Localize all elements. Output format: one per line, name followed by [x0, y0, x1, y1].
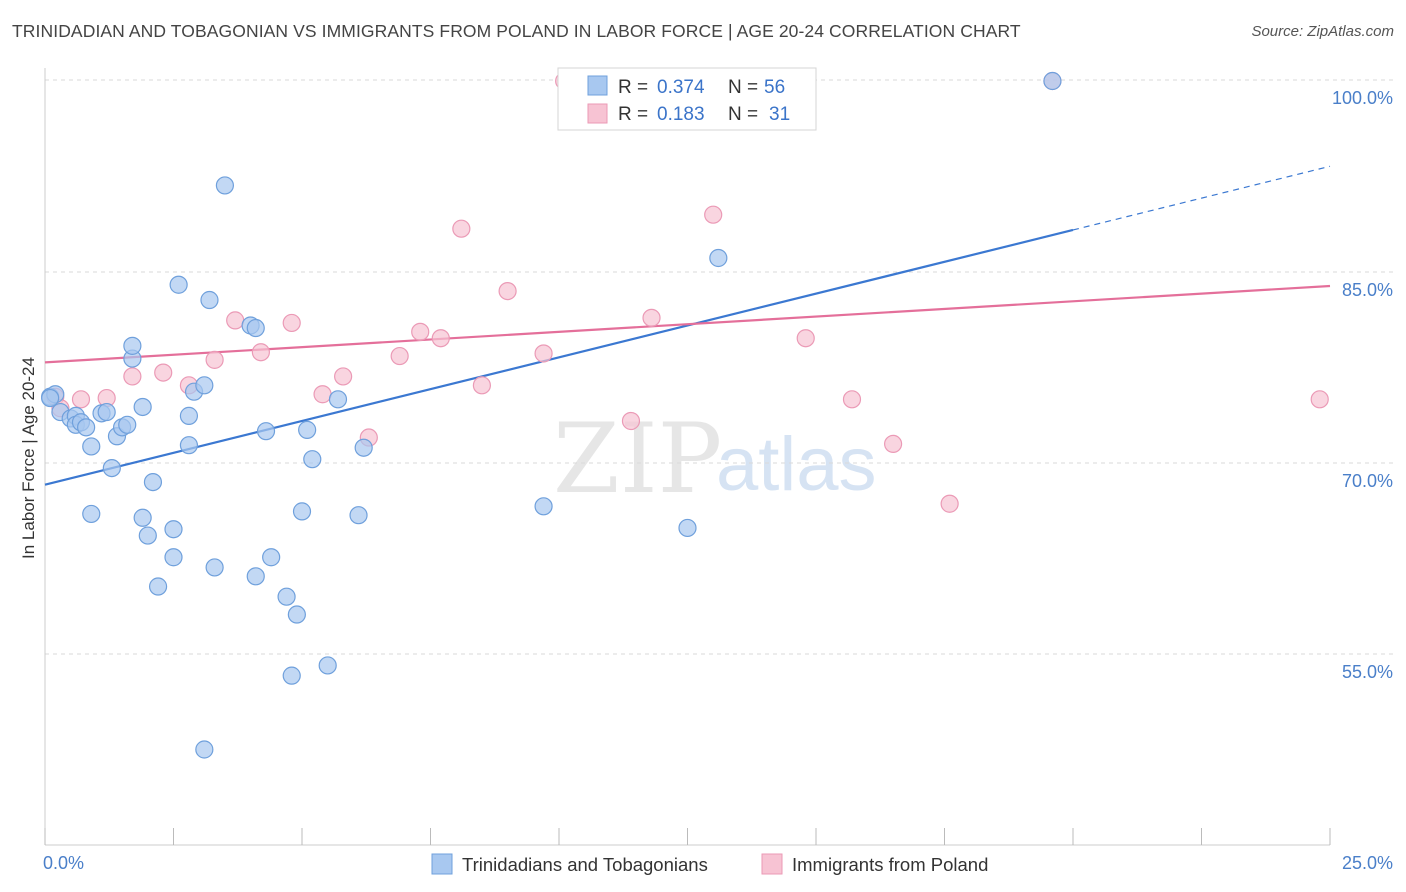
chart-title: TRINIDADIAN AND TOBAGONIAN VS IMMIGRANTS… — [12, 21, 1021, 41]
point-trinidadian — [318, 656, 337, 675]
point-poland — [472, 376, 491, 395]
point-trinidadian — [118, 415, 137, 434]
point-trinidadian — [82, 504, 101, 524]
data-points — [41, 71, 1329, 759]
point-trinidadian — [354, 438, 373, 457]
point-poland — [842, 390, 862, 409]
point-trinidadian — [282, 666, 301, 685]
point-poland — [205, 350, 224, 369]
legend-r-value-2: 0.183 — [657, 104, 705, 125]
y-tick-label: 55.0% — [1342, 662, 1393, 682]
point-poland — [940, 494, 959, 513]
point-poland — [452, 219, 471, 238]
point-poland — [883, 434, 903, 453]
point-trinidadian — [138, 526, 157, 545]
point-trinidadian — [205, 558, 224, 577]
point-trinidadian — [169, 275, 188, 294]
point-poland — [226, 311, 245, 330]
point-trinidadian — [195, 376, 214, 395]
point-trinidadian — [200, 290, 219, 310]
watermark-atlas: atlas — [716, 422, 877, 507]
point-poland — [123, 367, 142, 386]
gridlines — [45, 79, 1395, 655]
legend-n-value-2: 31 — [769, 104, 790, 125]
point-trinidadian — [246, 567, 265, 586]
source-label: Source: ZipAtlas.com — [1251, 23, 1394, 40]
point-poland — [704, 205, 723, 224]
legend-r-value-1: 0.374 — [657, 77, 705, 98]
point-trinidadian — [123, 336, 142, 355]
point-trinidadian — [349, 506, 368, 525]
point-poland — [154, 363, 173, 382]
point-trinidadian — [97, 402, 116, 422]
point-poland — [251, 343, 270, 362]
y-tick-labels: 55.0% 70.0% 85.0% 100.0% — [1332, 88, 1393, 682]
bottom-legend: Trinidadians and Tobagonians Immigrants … — [431, 853, 988, 875]
point-trinidadian — [298, 420, 317, 439]
point-trinidadian — [133, 397, 152, 417]
point-trinidadian — [287, 605, 306, 624]
point-trinidadian — [678, 518, 697, 538]
point-trinidadian — [143, 473, 163, 492]
point-trinidadian — [277, 587, 296, 606]
legend-swatch-blue — [587, 75, 608, 96]
point-trinidadian — [246, 318, 265, 338]
point-trinidadian — [534, 497, 553, 516]
point-trinidadian — [195, 740, 214, 759]
point-poland — [334, 367, 353, 386]
axes — [44, 68, 1331, 846]
point-poland — [390, 346, 409, 366]
legend-n-label-1: N = — [728, 77, 758, 98]
point-poland — [411, 322, 430, 341]
point-poland — [642, 308, 661, 327]
x-tick-label-max: 25.0% — [1342, 853, 1393, 873]
legend-r-label-2: R = — [618, 104, 648, 125]
point-poland — [282, 313, 301, 333]
point-trinidadian — [164, 548, 183, 567]
bottom-legend-label-blue: Trinidadians and Tobagonians — [462, 854, 708, 875]
legend-n-label-2: N = — [728, 104, 758, 125]
y-tick-label: 85.0% — [1342, 280, 1393, 300]
point-poland — [431, 329, 450, 348]
y-axis-title: In Labor Force | Age 20-24 — [19, 357, 38, 559]
point-trinidadian — [709, 248, 728, 268]
point-trinidadian — [328, 390, 348, 409]
point-trinidadian — [262, 548, 281, 567]
point-poland — [534, 344, 553, 363]
point-trinidadian — [256, 422, 276, 441]
point-trinidadian — [133, 508, 152, 527]
point-poland — [313, 385, 332, 404]
trend-line-trinidadian — [44, 228, 1074, 486]
point-trinidadian — [179, 436, 199, 455]
bottom-legend-label-pink: Immigrants from Poland — [792, 854, 988, 875]
point-trinidadian — [82, 437, 101, 456]
legend-n-value-1: 56 — [764, 77, 785, 98]
point-trinidadian — [292, 502, 312, 521]
point-poland — [498, 282, 517, 301]
point-trinidadian — [215, 176, 234, 195]
legend-r-label-1: R = — [618, 77, 648, 98]
point-trinidadian — [179, 406, 199, 425]
point-trinidadian — [41, 388, 60, 408]
trend-line-trinidadian-extension — [1072, 165, 1331, 231]
point-trinidadian — [303, 450, 322, 469]
x-tick-label-min: 0.0% — [43, 853, 84, 873]
point-trinidadian — [77, 418, 96, 437]
legend-swatch-pink — [587, 103, 608, 124]
point-poland — [1310, 390, 1329, 409]
legend-box: R = 0.374 N = 56 R = 0.183 N = 31 — [557, 67, 817, 131]
point-poland — [71, 390, 91, 409]
point-poland — [621, 411, 641, 431]
point-poland — [796, 329, 815, 348]
y-tick-label: 100.0% — [1332, 88, 1393, 108]
bottom-legend-swatch-blue — [431, 853, 453, 875]
y-tick-label: 70.0% — [1342, 471, 1393, 491]
point-trinidadian — [1043, 71, 1062, 91]
point-trinidadian — [102, 458, 121, 478]
bottom-legend-swatch-pink — [761, 853, 783, 875]
point-trinidadian — [164, 520, 183, 539]
point-trinidadian — [148, 577, 168, 596]
